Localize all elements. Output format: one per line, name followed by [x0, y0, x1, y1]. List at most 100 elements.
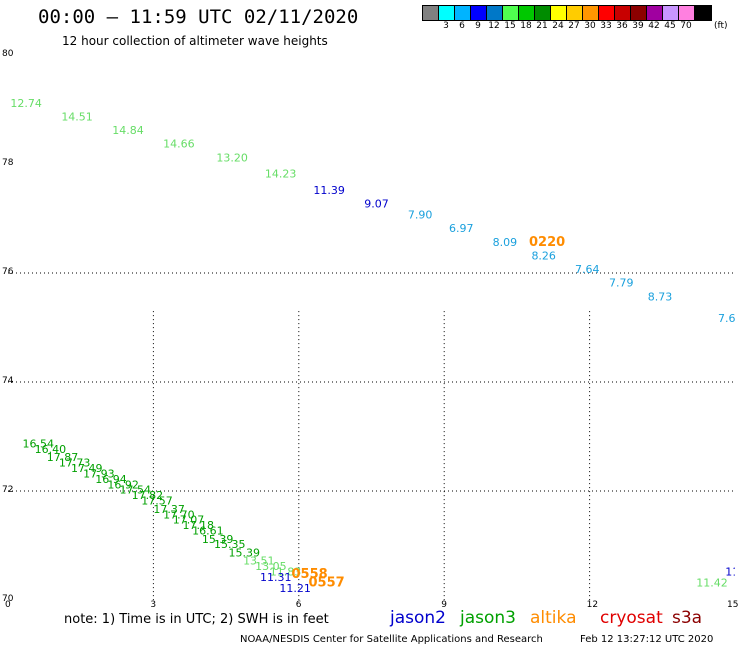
legend-swatch-label: 30: [584, 21, 596, 31]
legend-swatch-label: 21: [536, 21, 548, 31]
wave-height-value: 7.79: [609, 277, 634, 290]
wave-height-value: 16.61: [192, 525, 224, 538]
wave-height-value: 17.73: [59, 456, 91, 469]
x-axis-label: 3: [150, 600, 157, 610]
wave-height-value: 17.93: [83, 467, 115, 480]
legend-swatch: [535, 6, 551, 20]
legend-swatch: [663, 6, 679, 20]
wave-height-value: 17.54: [119, 484, 150, 497]
wave-height-value: 17.37: [153, 503, 185, 516]
legend-swatch: [455, 6, 471, 20]
wave-height-value: 11.31: [260, 571, 292, 584]
map-grid: [8, 272, 735, 600]
legend-swatch: [615, 6, 631, 20]
x-axis-label: 9: [441, 600, 447, 610]
y-axis-label: 74: [2, 376, 14, 386]
wave-height-value: 7.6: [718, 312, 735, 325]
credit-line: NOAA/NESDIS Center for Satellite Applica…: [240, 634, 543, 645]
legend-swatch: [471, 6, 487, 20]
wave-height-value: 16.40: [35, 443, 66, 456]
wave-height-value: 17.18: [182, 519, 214, 532]
wave-height-value: 17.82: [132, 489, 164, 502]
wave-height-value: 15.35: [214, 538, 246, 551]
legend-unit: (ft): [714, 21, 728, 31]
satellite-jason3: jason3: [460, 608, 516, 628]
wave-height-value: 17.87: [47, 451, 78, 464]
legend-swatch: [519, 6, 535, 20]
y-axis-label: 76: [2, 267, 14, 277]
legend-swatch: [599, 6, 615, 20]
wave-height-value: 15.39: [229, 546, 260, 559]
pass-time-label: 0557: [308, 575, 344, 590]
x-axis-label: 6: [295, 600, 302, 610]
legend-swatch-label: 3: [443, 21, 449, 31]
legend-swatch-label: 42: [648, 21, 660, 31]
footer-note: note: 1) Time is in UTC; 2) SWH is in fe…: [64, 612, 329, 627]
legend-swatch: [647, 6, 663, 20]
satellite-s3a: s3a: [672, 608, 703, 628]
legend-swatch: [567, 6, 583, 20]
wave-height-value: 11.42: [696, 576, 728, 589]
legend-swatch-label: 33: [600, 21, 612, 31]
wave-height-value: 8.73: [648, 290, 673, 303]
legend-swatch: [439, 6, 455, 20]
pass-time-label: 0558: [292, 567, 328, 582]
legend-swatch: [631, 6, 647, 20]
legend-swatch-label: 24: [552, 21, 564, 31]
wave-height-map: 12.74 14.51 14.84 14.66 13.20 14.23 11.39 9.07 7…: [8, 97, 735, 600]
x-axis-label: 12: [586, 600, 599, 610]
legend-swatch: [503, 6, 519, 20]
wave-height-value: 17.57: [141, 495, 173, 508]
wave-height-value: 7.90: [408, 209, 433, 222]
wave-height-value: 16.94: [95, 473, 127, 486]
legend-swatch: [695, 6, 711, 20]
legend-swatch-label: 12: [488, 21, 500, 31]
legend-swatch-label: 70: [680, 21, 692, 31]
wave-height-value: 8.09: [493, 236, 517, 249]
wave-height-value: 13.51: [243, 555, 275, 568]
wave-height-value: 13.20: [216, 151, 248, 164]
legend-swatch-label: 45: [664, 21, 676, 31]
wave-height-points: 12.74 14.51 14.84 14.66 13.20 14.23 11.39 9.07 7…: [10, 97, 735, 595]
wave-height-value: 6.97: [449, 222, 474, 235]
wave-height-value: 8.26: [531, 249, 556, 262]
wave-height-value: 14.66: [163, 138, 195, 151]
y-axis-label: 70: [2, 594, 14, 604]
legend-swatch-label: 39: [632, 21, 644, 31]
wave-height-value: 16.54: [23, 437, 55, 450]
y-axis-label: 80: [2, 49, 14, 59]
wave-height-value: 16.92: [107, 478, 138, 491]
wave-height-value: 11.39: [313, 184, 345, 197]
legend-swatch: [551, 6, 567, 20]
y-axis-label: 72: [2, 485, 14, 495]
legend-swatch-label: 15: [504, 21, 516, 31]
y-axis-label: 78: [2, 158, 14, 168]
wave-height-value: 15.39: [202, 533, 234, 546]
satellite-jason2: jason2: [390, 608, 446, 628]
legend-swatch: [423, 6, 439, 20]
wave-height-value: 17.70: [163, 508, 195, 521]
wave-height-value: 17.07: [173, 514, 205, 527]
color-legend: [422, 5, 712, 21]
legend-swatch: [583, 6, 599, 20]
wave-height-value: 11.: [725, 565, 735, 578]
legend-swatch-label: 27: [568, 21, 580, 31]
legend-swatch: [487, 6, 503, 20]
wave-height-value: 14.84: [112, 124, 144, 137]
legend-swatch: [679, 6, 695, 20]
wave-height-value: 11.21: [279, 582, 311, 595]
wave-height-value: 7.64: [575, 263, 600, 276]
satellite-altika: altika: [530, 608, 577, 628]
legend-swatch-label: 18: [520, 21, 532, 31]
legend-swatch-label: 9: [475, 21, 481, 31]
satellite-cryosat: cryosat: [600, 608, 663, 628]
wave-height-value: 12.74: [10, 97, 42, 110]
wave-height-value: 11.83: [270, 565, 302, 578]
wave-height-value: 14.51: [61, 110, 93, 123]
wave-height-value: 17.49: [71, 462, 103, 475]
map-subtitle: 12 hour collection of altimeter wave hei…: [62, 34, 328, 48]
generated-timestamp: Feb 12 13:27:12 UTC 2020: [580, 634, 714, 645]
map-title: 00:00 – 11:59 UTC 02/11/2020: [38, 6, 359, 28]
pass-time-label: 0220: [529, 235, 565, 250]
